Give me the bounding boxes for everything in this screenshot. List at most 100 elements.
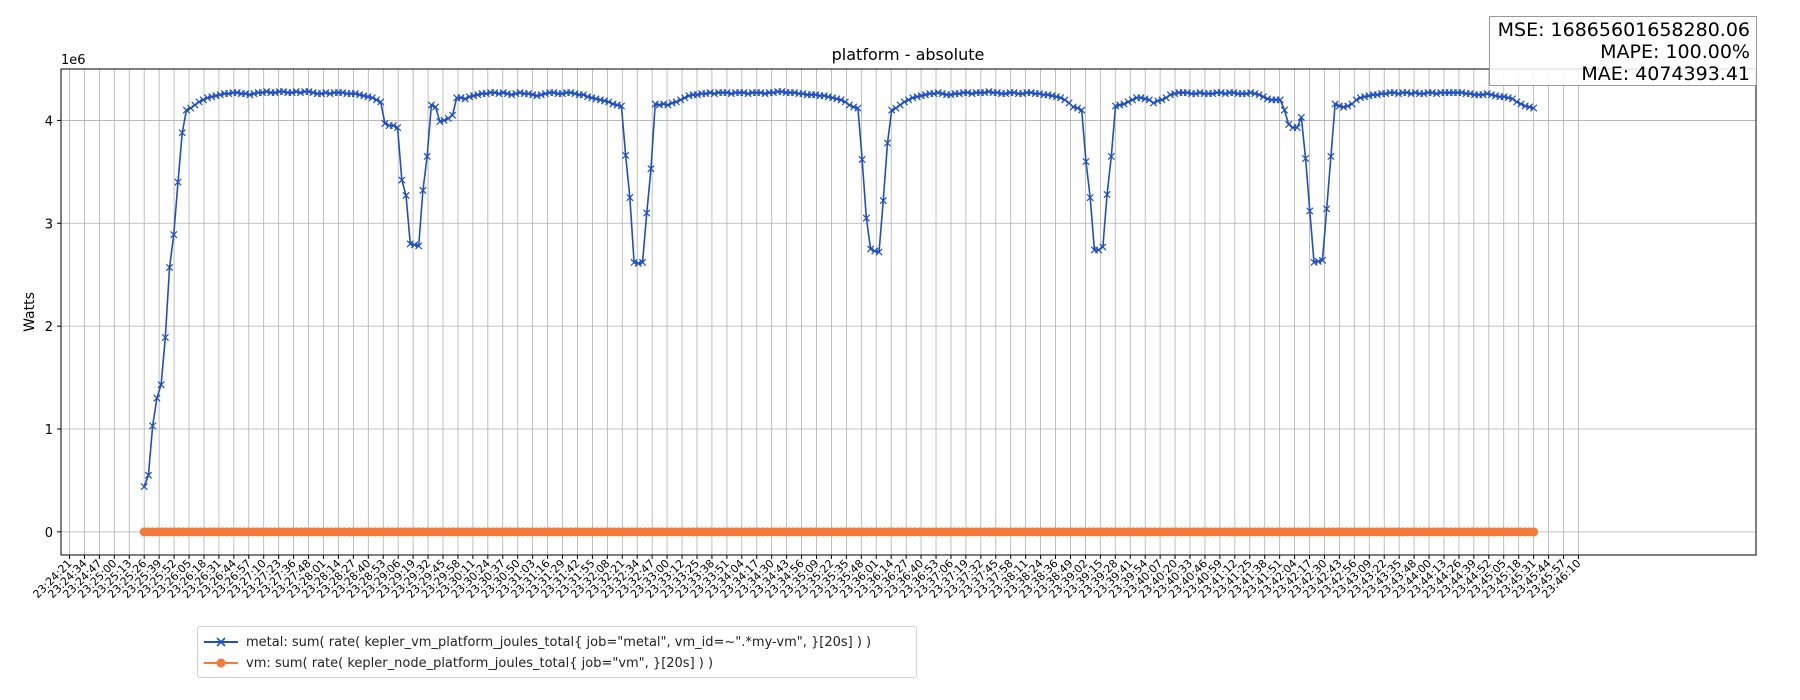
data-point-metal bbox=[1082, 157, 1090, 166]
data-point-metal bbox=[1306, 207, 1314, 215]
data-point-metal bbox=[964, 89, 972, 97]
data-point-metal bbox=[436, 117, 444, 126]
data-point-metal bbox=[444, 114, 452, 122]
data-point-metal bbox=[596, 96, 604, 104]
data-point-metal bbox=[706, 89, 714, 97]
data-point-metal bbox=[1276, 96, 1284, 104]
data-point-metal bbox=[427, 101, 435, 109]
data-point-metal bbox=[727, 90, 735, 98]
data-point-metal bbox=[1018, 90, 1027, 98]
data-point-metal bbox=[153, 394, 161, 402]
data-point-metal bbox=[317, 90, 326, 98]
data-point-metal bbox=[1293, 124, 1301, 132]
data-point-metal bbox=[203, 94, 212, 102]
data-point-metal bbox=[541, 90, 550, 98]
data-point-metal bbox=[702, 90, 710, 98]
data-point-metal bbox=[1217, 89, 1225, 97]
data-point-metal bbox=[448, 111, 457, 119]
data-point-metal bbox=[393, 124, 402, 132]
data-point-metal bbox=[1508, 95, 1517, 103]
data-point-metal bbox=[1335, 102, 1343, 110]
data-point-metal bbox=[165, 263, 174, 272]
data-point-metal bbox=[503, 90, 512, 98]
data-point-metal bbox=[1483, 90, 1491, 98]
data-point-metal bbox=[900, 98, 908, 106]
data-point-metal bbox=[1095, 246, 1103, 254]
data-point-metal bbox=[360, 92, 368, 100]
data-point-metal bbox=[1513, 98, 1521, 106]
data-point-metal bbox=[364, 93, 372, 101]
data-point-metal bbox=[326, 90, 334, 98]
data-point-metal bbox=[1137, 94, 1145, 102]
data-point-metal bbox=[495, 90, 503, 98]
data-point-metal bbox=[292, 88, 300, 96]
data-point-metal bbox=[757, 89, 765, 97]
data-point-metal bbox=[174, 178, 182, 186]
data-point-metal bbox=[1171, 90, 1179, 98]
data-point-metal bbox=[368, 94, 376, 102]
data-point-metal bbox=[491, 89, 499, 97]
data-point-metal bbox=[778, 88, 786, 96]
data-point-metal bbox=[1339, 103, 1348, 111]
data-point-metal bbox=[866, 245, 875, 253]
data-point-metal bbox=[212, 92, 220, 100]
data-point-metal bbox=[241, 90, 250, 98]
data-point-metal bbox=[1411, 89, 1419, 97]
data-point-metal bbox=[605, 98, 613, 106]
data-point-metal bbox=[309, 89, 317, 97]
data-point-metal bbox=[1010, 89, 1018, 97]
data-point-metal bbox=[1428, 89, 1436, 97]
data-point-metal bbox=[187, 104, 195, 112]
data-point-metal bbox=[904, 96, 913, 104]
data-point-metal bbox=[1318, 256, 1327, 264]
data-point-metal bbox=[567, 89, 575, 97]
data-point-metal bbox=[985, 88, 993, 96]
data-point-metal bbox=[845, 101, 854, 109]
data-point-metal bbox=[1521, 102, 1529, 110]
data-point-metal bbox=[258, 89, 267, 97]
data-point-metal bbox=[537, 91, 545, 99]
data-point-metal bbox=[1529, 104, 1538, 112]
data-point-metal bbox=[355, 91, 364, 99]
data-point-metal bbox=[947, 91, 955, 99]
data-point-metal bbox=[1035, 90, 1044, 98]
data-point-metal bbox=[723, 89, 731, 97]
data-point-metal bbox=[622, 151, 630, 160]
data-point-metal bbox=[216, 91, 224, 99]
data-point-metal bbox=[144, 471, 153, 479]
data-point-metal bbox=[161, 333, 169, 342]
data-point-metal bbox=[1209, 90, 1217, 98]
data-point-metal bbox=[516, 89, 524, 97]
data-point-metal bbox=[1361, 93, 1369, 101]
y-tick-label: 0 bbox=[45, 526, 53, 541]
data-point-metal bbox=[1162, 94, 1170, 102]
data-point-metal bbox=[1124, 98, 1132, 106]
data-point-metal bbox=[1149, 99, 1158, 107]
data-point-metal bbox=[1154, 97, 1162, 105]
data-point-metal bbox=[1432, 90, 1441, 98]
data-point-metal bbox=[1331, 100, 1339, 108]
metrics-box: MSE: 16865601658280.06 MAPE: 100.00% MAE… bbox=[1489, 16, 1757, 86]
data-point-metal bbox=[1116, 101, 1124, 109]
data-point-metal bbox=[178, 129, 186, 137]
data-point-metal bbox=[322, 89, 330, 97]
data-point-metal bbox=[1259, 93, 1267, 101]
data-point-metal bbox=[1048, 92, 1056, 100]
data-point-metal bbox=[533, 92, 541, 100]
data-point-metal bbox=[584, 93, 592, 101]
y-tick-label: 4 bbox=[45, 114, 53, 129]
data-point-metal bbox=[1192, 90, 1200, 98]
data-point-metal bbox=[339, 89, 347, 97]
data-point-metal bbox=[820, 92, 828, 100]
data-point-metal bbox=[271, 89, 279, 97]
data-point-metal bbox=[1314, 257, 1322, 265]
data-point-metal bbox=[1057, 94, 1065, 102]
data-point-metal bbox=[938, 90, 947, 98]
data-point-metal bbox=[1107, 152, 1115, 161]
data-point-metal bbox=[1111, 102, 1120, 110]
data-point-metal bbox=[1120, 100, 1128, 108]
data-point-metal bbox=[440, 116, 448, 125]
data-point-metal bbox=[647, 165, 655, 173]
data-point-metal bbox=[921, 91, 930, 99]
data-point-metal bbox=[1263, 95, 1272, 103]
